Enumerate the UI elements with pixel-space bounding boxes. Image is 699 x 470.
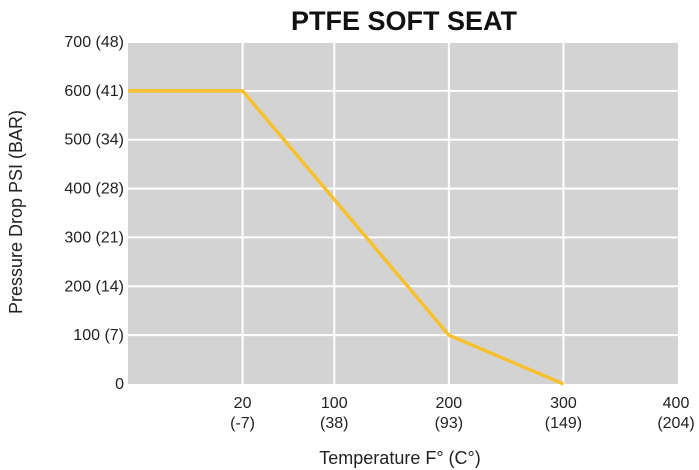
y-tick-label-3: 300 (21)	[64, 229, 124, 246]
y-tick-label-5: 500 (34)	[64, 132, 124, 149]
x-tick-label-4: 400	[663, 395, 690, 412]
x-tick-sublabel-0: (-7)	[230, 415, 255, 432]
x-tick-label-0: 20	[234, 395, 252, 412]
x-tick-sublabel-2: (93)	[435, 415, 463, 432]
y-tick-label-6: 600 (41)	[64, 83, 124, 100]
chart-title: PTFE SOFT SEAT	[291, 6, 518, 36]
y-tick-label-0: 0	[115, 376, 124, 393]
y-tick-label-7: 700 (48)	[64, 34, 124, 51]
x-tick-label-2: 200	[435, 395, 462, 412]
y-axis-ticks: 0 100 (7) 200 (14) 300 (21) 400 (28) 500 (34)…	[64, 34, 124, 393]
x-tick-label-3: 300	[550, 395, 577, 412]
plot-area	[128, 42, 678, 384]
y-tick-label-2: 200 (14)	[64, 278, 124, 295]
y-tick-label-1: 100 (7)	[73, 327, 124, 344]
y-tick-label-4: 400 (28)	[64, 181, 124, 198]
x-tick-sublabel-3: (149)	[545, 415, 582, 432]
x-axis-label: Temperature F° (C°)	[319, 448, 480, 468]
x-axis-ticks: 20 (-7) 100 (38) 200 (93) 300 (149) 400 (204)	[230, 395, 695, 432]
x-tick-sublabel-4: (204)	[657, 415, 694, 432]
x-tick-sublabel-1: (38)	[320, 415, 348, 432]
x-tick-label-1: 100	[321, 395, 348, 412]
y-axis-label: Pressure Drop PSI (BAR)	[6, 110, 26, 314]
series-line	[128, 89, 565, 386]
